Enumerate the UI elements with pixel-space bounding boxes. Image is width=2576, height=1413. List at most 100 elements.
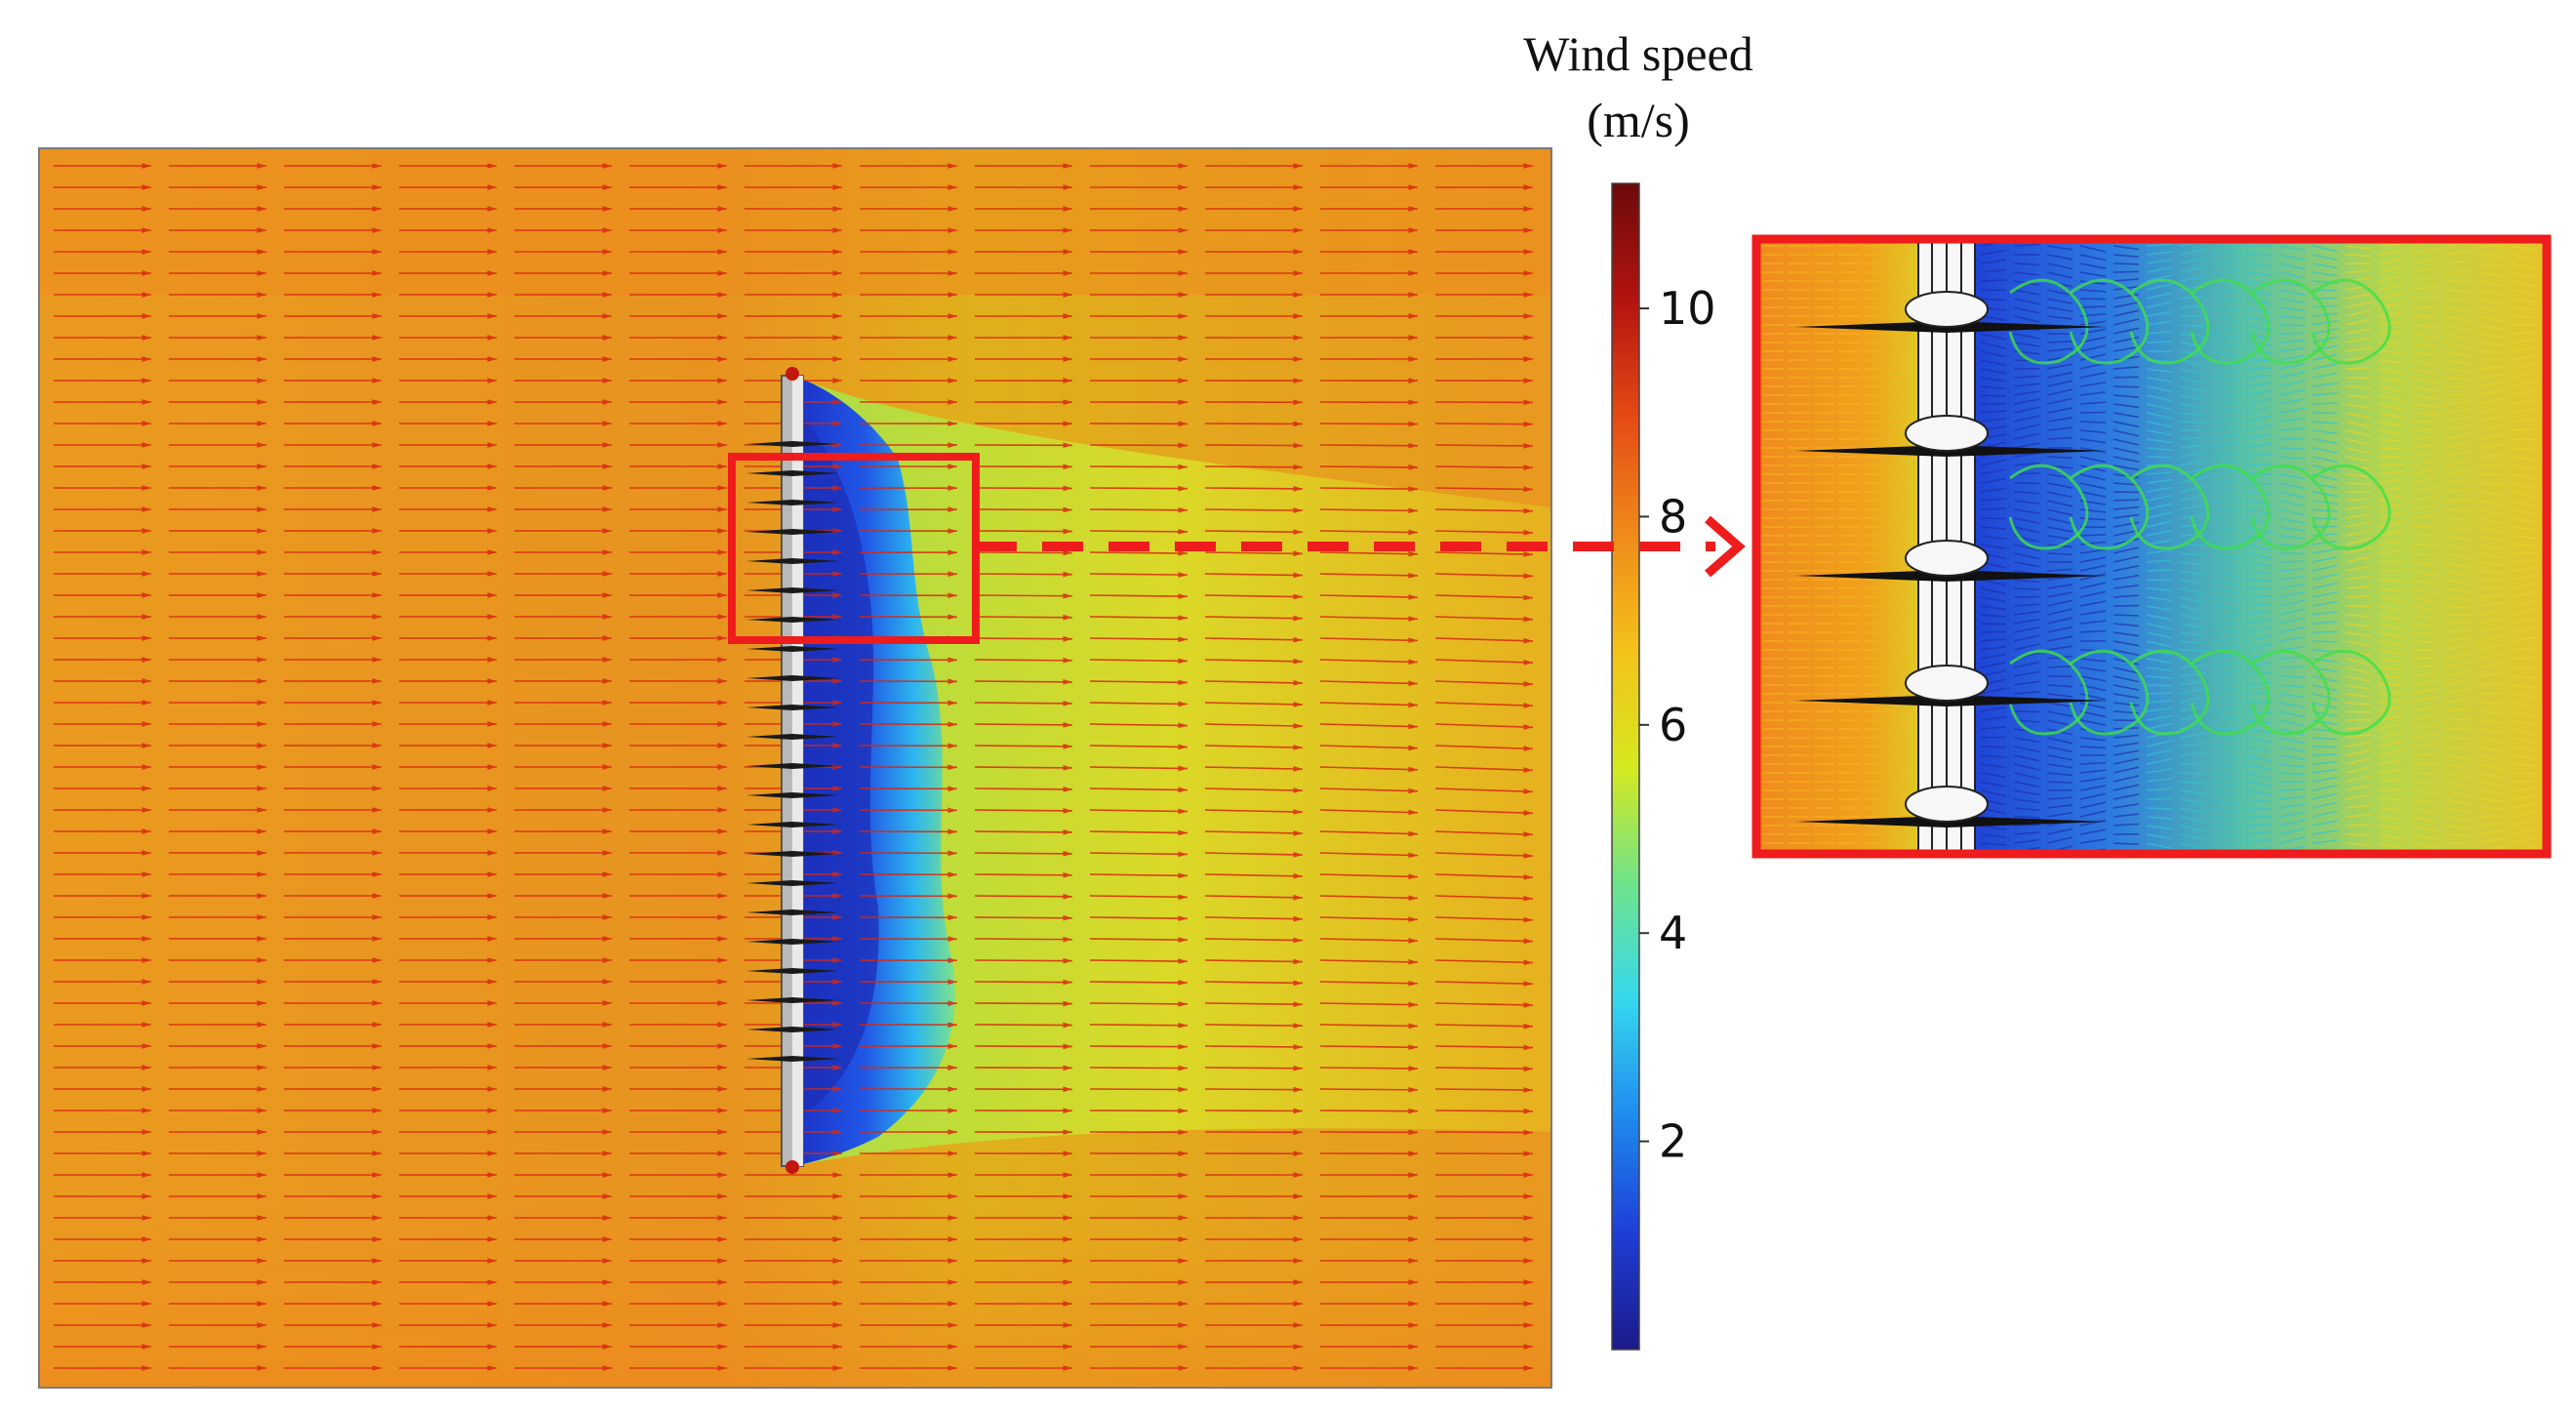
inset-streak [2013,333,2040,340]
streamline-arrow [974,657,1073,664]
inset-streak [2411,324,2438,329]
inset-streak [2179,631,2206,637]
inset-streak [2411,524,2438,528]
inset-streak [2312,508,2339,513]
inset-streak [2013,544,2040,551]
inset-streak [2278,482,2306,490]
zoom-inset-panel [1751,234,2552,859]
inset-streak [2345,318,2372,326]
inset-streak [1980,487,2007,493]
inset-streak [2312,839,2339,844]
inset-streak [2013,432,2040,440]
streamline-arrows [54,163,1551,1371]
inset-streak [2511,517,2538,524]
streamline-arrow [1204,679,1304,686]
inset-streak [2146,675,2173,679]
inset-streak [2378,274,2405,282]
inset-streak [2278,702,2306,708]
inset-streak [2212,727,2239,730]
inset-streak [2113,491,2140,494]
inset-streak [2013,789,2040,796]
streamline-arrow [1089,593,1188,599]
inset-streak [2345,658,2372,666]
streamline-arrow [974,721,1073,728]
inset-streak [2278,675,2306,678]
streamline-arrow [1434,830,1534,837]
inset-streak [2511,456,2538,461]
streamline-arrow [1319,980,1419,987]
inset-streak [2113,301,2140,308]
zoom-connector [976,515,1746,578]
streamline-arrow [1319,723,1419,730]
streamline-arrow [1434,1108,1534,1114]
inset-streak [2013,526,2040,534]
streamline-arrow [1434,442,1534,449]
streamline-arrow [1434,1001,1534,1008]
inset-streak [2179,412,2206,417]
inset-streak [2179,798,2206,805]
inset-streak [2113,499,2140,502]
streamline-arrow [1434,573,1534,580]
inset-streak [2079,533,2107,537]
inset-streak [2212,754,2239,759]
streamline-arrow [1089,937,1188,943]
streamline-arrow [974,1022,1073,1029]
inset-streak [2511,271,2538,279]
inset-streak [1980,653,2007,660]
inset-streak [2146,666,2173,672]
turbine-blade [746,1027,839,1032]
inset-streak [2411,679,2438,686]
streamline-arrow [1434,1044,1534,1051]
inset-streak [2212,417,2239,423]
inset-streak [2477,662,2505,668]
inset-streak [2345,842,2372,846]
inset-streak [2179,762,2206,765]
streamline-arrow [1204,529,1304,536]
turbine-blades [746,441,839,1062]
inset-streak [2245,602,2273,607]
inset-streak [2146,385,2173,392]
inset-streak [2079,582,2107,589]
inset-streak [2411,359,2438,367]
inset-streak [2046,262,2073,270]
inset-streak [2345,385,2372,389]
inset-streak [2312,421,2339,424]
streamline-arrow [1089,894,1188,901]
inset-streak [2511,339,2538,343]
inset-streak [2179,295,2206,300]
inset-streak [2378,748,2405,756]
inset-streak [2378,540,2405,545]
inset-streak [2179,275,2206,282]
streamline-arrow [1089,872,1188,879]
inset-streak [2345,473,2372,478]
streamline-arrow [974,957,1073,964]
inset-streak [2378,421,2405,427]
inset-streak [2046,491,2073,499]
inset-streak [2312,456,2339,464]
inset-streak [2345,733,2372,739]
inset-streak [2113,278,2140,282]
inset-streak [2245,482,2273,485]
streamline-arrow [1089,765,1188,772]
inset-streak [2179,833,2206,841]
inset-streak [2511,346,2538,352]
inset-streak [2179,751,2206,756]
inset-streak [2046,702,2073,707]
inset-vortex [2129,278,2210,365]
turbine-blade [746,939,839,945]
tower-top-tip [785,367,799,381]
inset-streak [1980,825,2007,831]
inset-streak [2511,254,2538,262]
inset-streak [2511,646,2538,651]
streamline-arrow [1434,981,1534,987]
inset-streak [2477,526,2505,534]
inset-streak [2245,262,2273,267]
streamline-arrow [1319,852,1419,859]
inset-streak [2444,385,2472,388]
inset-streak [2312,768,2339,774]
inset-streak [2278,656,2306,660]
inset-streak [2477,453,2505,458]
inset-streak [2146,258,2173,264]
inset-streak [2378,706,2405,712]
inset-streak [2378,447,2405,451]
